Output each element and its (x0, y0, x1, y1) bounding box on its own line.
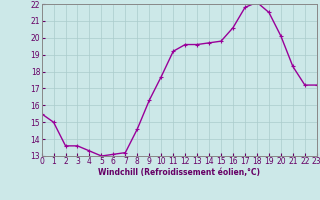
X-axis label: Windchill (Refroidissement éolien,°C): Windchill (Refroidissement éolien,°C) (98, 168, 260, 177)
